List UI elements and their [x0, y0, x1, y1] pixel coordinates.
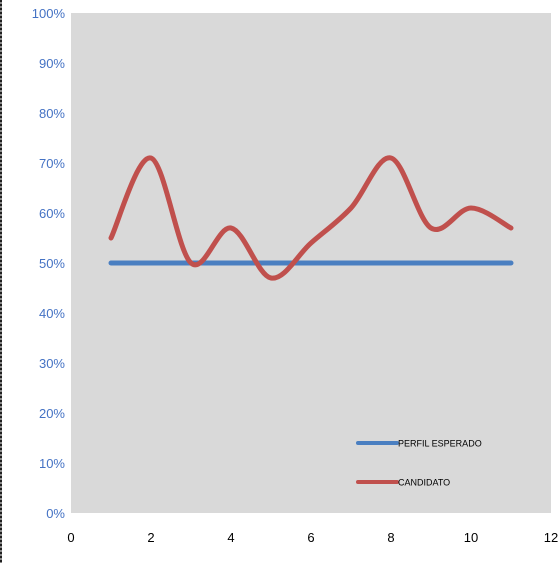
series-lines: [108, 155, 514, 281]
x-tick-label: 2: [147, 530, 154, 545]
y-axis-ticks: 0% 10% 20% 30% 40% 50% 60% 70% 80% 90% 100%: [32, 6, 66, 521]
x-tick-label: 4: [227, 530, 234, 545]
x-tick-label: 10: [464, 530, 478, 545]
x-tick-label: 6: [307, 530, 314, 545]
y-tick-label: 60%: [39, 206, 65, 221]
y-tick-label: 80%: [39, 106, 65, 121]
x-tick-label: 0: [67, 530, 74, 545]
legend: PERFIL ESPERADO CANDIDATO: [356, 439, 482, 488]
chart-left-border: [0, 0, 2, 563]
y-tick-label: 100%: [32, 6, 66, 21]
y-tick-label: 90%: [39, 56, 65, 71]
legend-label-candidato: CANDIDATO: [398, 478, 450, 488]
series-line-candidato: [108, 155, 514, 281]
x-tick-label: 8: [387, 530, 394, 545]
y-tick-label: 50%: [39, 256, 65, 271]
y-tick-label: 30%: [39, 356, 65, 371]
x-axis-ticks: 0 2 4 6 8 10 12: [67, 530, 558, 545]
y-tick-label: 10%: [39, 456, 65, 471]
x-tick-label: 12: [544, 530, 558, 545]
y-tick-label: 40%: [39, 306, 65, 321]
y-tick-label: 0%: [46, 506, 65, 521]
y-tick-label: 70%: [39, 156, 65, 171]
y-tick-label: 20%: [39, 406, 65, 421]
legend-label-perfil-esperado: PERFIL ESPERADO: [398, 439, 482, 449]
